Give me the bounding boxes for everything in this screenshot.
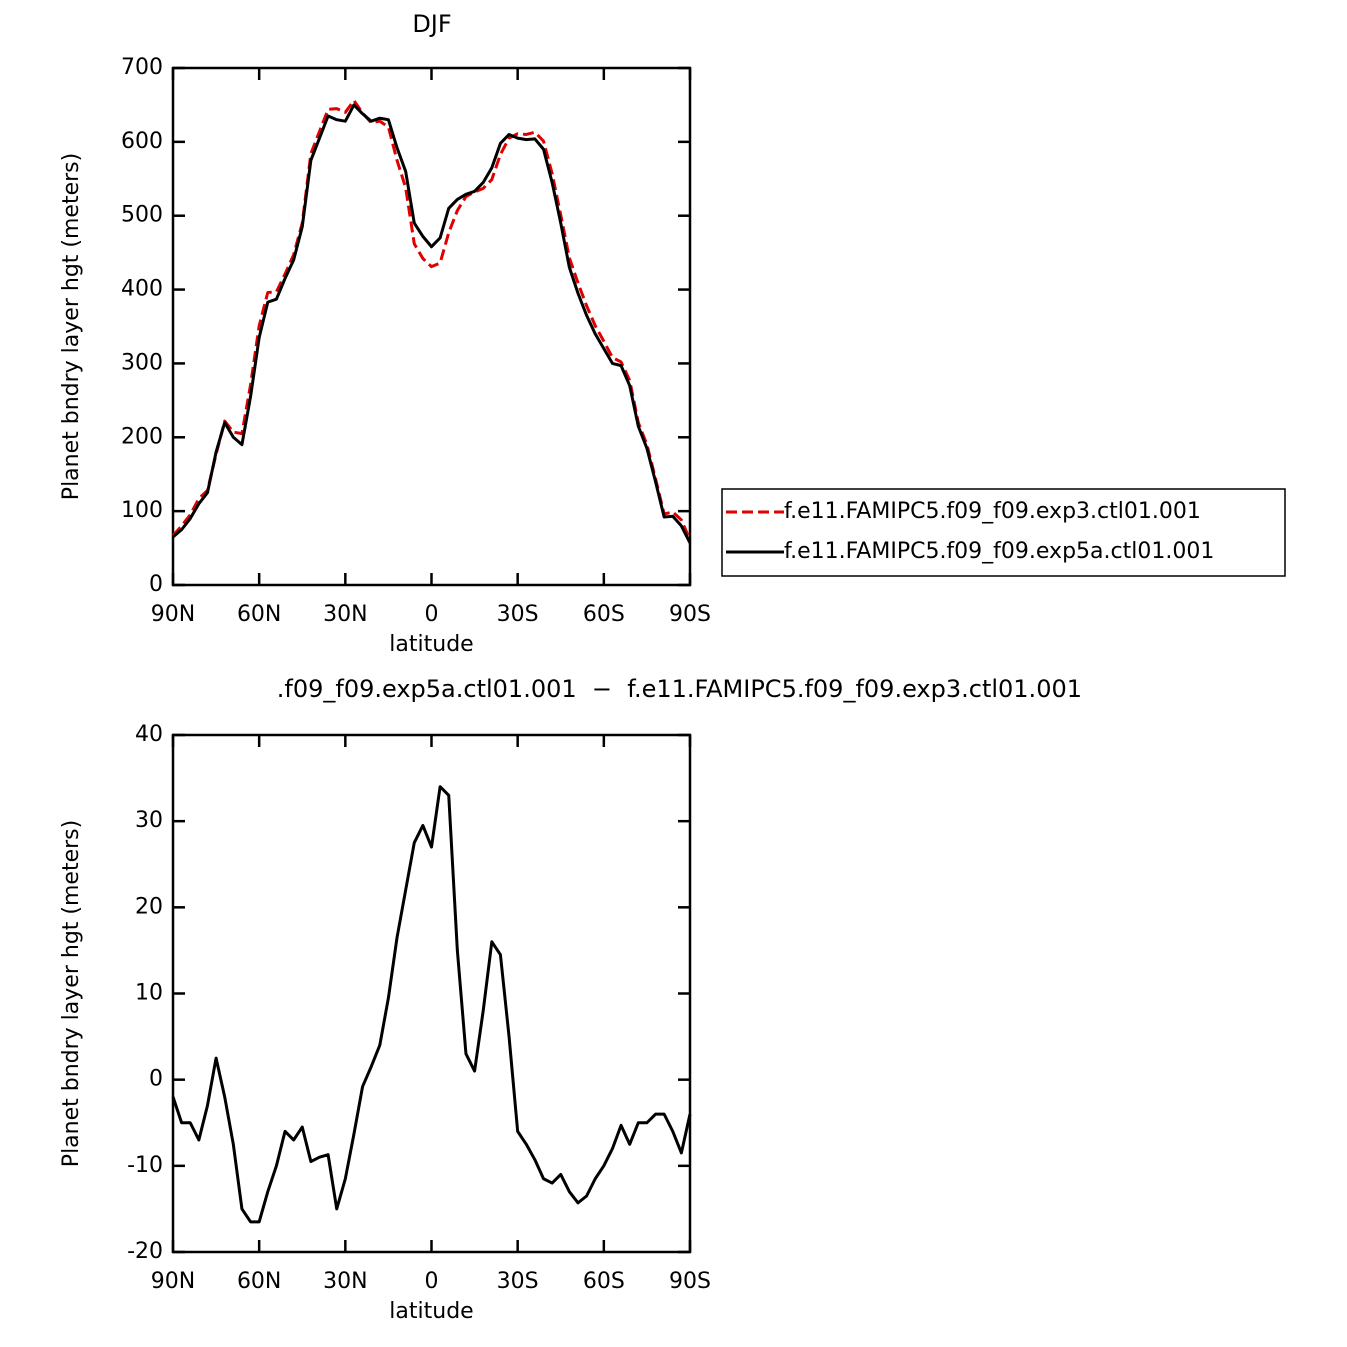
y-tick-label: -10 (127, 1153, 163, 1178)
y-tick-label: 700 (121, 55, 163, 80)
y-tick-label: 300 (121, 350, 163, 375)
y-tick-label: -20 (127, 1239, 163, 1264)
legend-box (721, 488, 1286, 577)
x-tick-label: 90S (669, 1269, 711, 1294)
x-axis-label: latitude (389, 1299, 473, 1324)
x-tick-label: 90S (669, 602, 711, 627)
y-tick-label: 400 (121, 277, 163, 302)
y-tick-label: 40 (135, 722, 163, 747)
chart-title: DJF (412, 10, 451, 38)
y-axis-label: Planet bndry layer hgt (meters) (59, 153, 84, 500)
y-tick-label: 30 (135, 808, 163, 833)
x-tick-label: 30S (497, 602, 539, 627)
y-tick-label: 200 (121, 424, 163, 449)
x-tick-label: 60S (583, 602, 625, 627)
x-tick-label: 30S (497, 1269, 539, 1294)
chart-title: .f09_f09.exp5a.ctl01.001 − f.e11.FAMIPC5… (277, 675, 1082, 703)
x-tick-label: 60N (237, 602, 281, 627)
x-tick-label: 0 (425, 1269, 439, 1294)
x-tick-label: 60S (583, 1269, 625, 1294)
x-tick-label: 90N (151, 1269, 195, 1294)
data-line (171, 99, 692, 541)
x-tick-label: 30N (323, 1269, 367, 1294)
x-tick-label: 60N (237, 1269, 281, 1294)
x-tick-label: 90N (151, 602, 195, 627)
data-line (172, 103, 692, 544)
data-line (171, 785, 692, 1224)
x-axis-label: latitude (389, 632, 473, 657)
y-tick-label: 0 (149, 1067, 163, 1092)
y-tick-label: 20 (135, 894, 163, 919)
legend-label: f.e11.FAMIPC5.f09_f09.exp3.ctl01.001 (784, 499, 1201, 524)
y-tick-label: 0 (149, 572, 163, 597)
legend-label: f.e11.FAMIPC5.f09_f09.exp5a.ctl01.001 (784, 539, 1214, 564)
y-tick-label: 10 (135, 981, 163, 1006)
x-tick-label: 0 (425, 602, 439, 627)
y-tick-label: 500 (121, 203, 163, 228)
y-axis-label: Planet bndry layer hgt (meters) (59, 820, 84, 1167)
x-tick-label: 30N (323, 602, 367, 627)
y-tick-label: 600 (121, 129, 163, 154)
y-tick-label: 100 (121, 498, 163, 523)
